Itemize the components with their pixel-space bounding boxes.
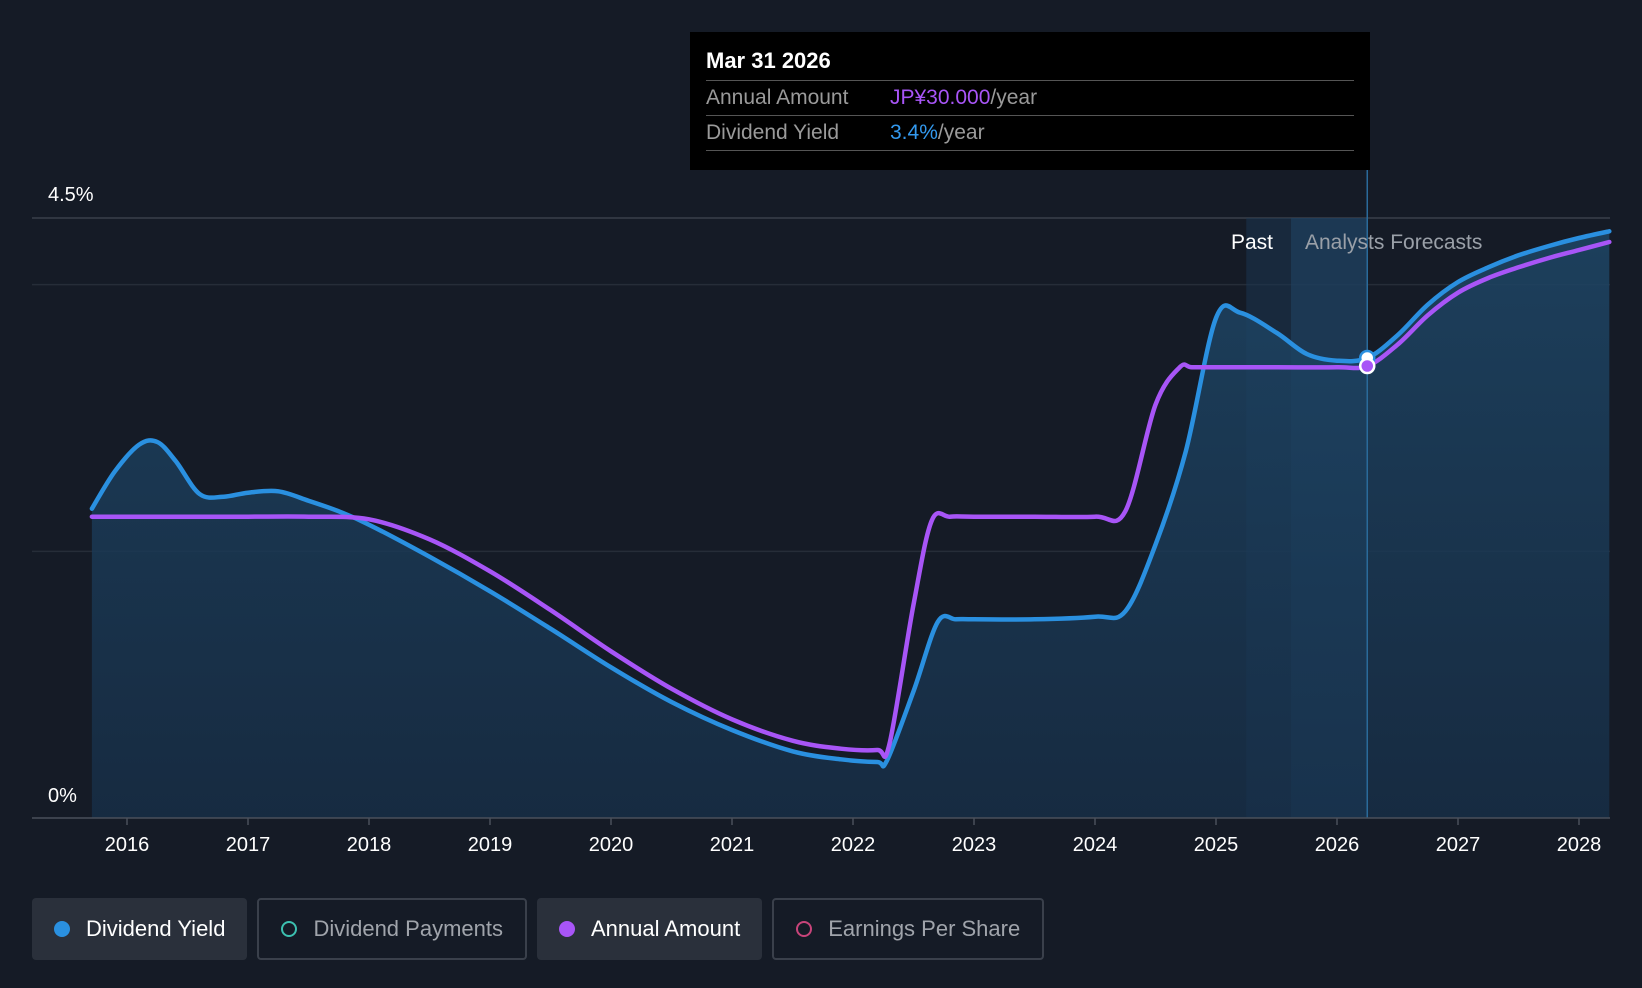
tooltip: Mar 31 2026 Annual Amount JP¥30.000 /yea… bbox=[690, 32, 1370, 170]
annual-amount-line bbox=[89, 239, 1612, 760]
legend-label: Annual Amount bbox=[590, 916, 741, 941]
x-tick-label: 2022 bbox=[831, 834, 876, 856]
annual-amount-marker[interactable] bbox=[1359, 357, 1376, 375]
legend: Dividend Yield Dividend Payments Annual … bbox=[32, 898, 1045, 960]
tooltip-label: Annual Amount bbox=[706, 86, 849, 109]
x-tick-label: 2023 bbox=[952, 834, 997, 856]
forecast-label: Analysts Forecasts bbox=[1305, 231, 1482, 254]
tooltip-date: Mar 31 2026 bbox=[706, 46, 1354, 81]
x-tick-label: 2026 bbox=[1315, 834, 1360, 856]
legend-dividend-payments[interactable]: Dividend Payments bbox=[257, 898, 527, 960]
x-tick-label: 2017 bbox=[226, 834, 271, 856]
x-tick-label: 2016 bbox=[105, 834, 150, 856]
earnings-per-share-dot-icon bbox=[796, 921, 813, 937]
legend-label: Dividend Payments bbox=[313, 916, 503, 941]
legend-earnings-per-share[interactable]: Earnings Per Share bbox=[772, 898, 1045, 960]
past-label: Past bbox=[1231, 231, 1273, 254]
x-tick-label: 2025 bbox=[1194, 834, 1239, 856]
tooltip-unit: /year bbox=[990, 86, 1038, 109]
y-label-bottom: 0% bbox=[48, 785, 77, 807]
x-tick-label: 2028 bbox=[1557, 834, 1602, 856]
dividend-yield-area bbox=[91, 231, 1610, 819]
dividend-yield-dot-icon bbox=[54, 921, 70, 937]
dividend-payments-dot-icon bbox=[281, 921, 298, 937]
dividend-yield-line bbox=[89, 229, 1612, 769]
tooltip-unit: /year bbox=[937, 121, 985, 144]
y-label-top: 4.5% bbox=[48, 184, 94, 206]
legend-label: Earnings Per Share bbox=[828, 916, 1021, 941]
legend-label: Dividend Yield bbox=[86, 916, 226, 941]
x-tick-label: 2027 bbox=[1436, 834, 1481, 856]
annual-amount-dot-icon bbox=[558, 921, 575, 937]
x-tick-label: 2021 bbox=[710, 834, 755, 856]
tooltip-value: JP¥30.000 bbox=[890, 86, 991, 109]
x-tick-label: 2019 bbox=[468, 834, 513, 856]
tooltip-label: Dividend Yield bbox=[706, 121, 840, 144]
tooltip-row-annual-amount: Annual Amount JP¥30.000 /year bbox=[706, 81, 1354, 116]
x-tick-label: 2018 bbox=[347, 834, 392, 856]
legend-annual-amount[interactable]: Annual Amount bbox=[536, 898, 763, 960]
tooltip-row-dividend-yield: Dividend Yield 3.4% /year bbox=[706, 116, 1354, 151]
x-tick-label: 2024 bbox=[1073, 834, 1118, 856]
legend-dividend-yield[interactable]: Dividend Yield bbox=[32, 898, 248, 960]
tooltip-value: 3.4% bbox=[890, 121, 938, 144]
x-tick-label: 2020 bbox=[589, 834, 634, 856]
x-axis-ticks: 2016 2017 2018 2019 2020 2021 2022 2023 2024 2025… bbox=[105, 818, 1602, 856]
